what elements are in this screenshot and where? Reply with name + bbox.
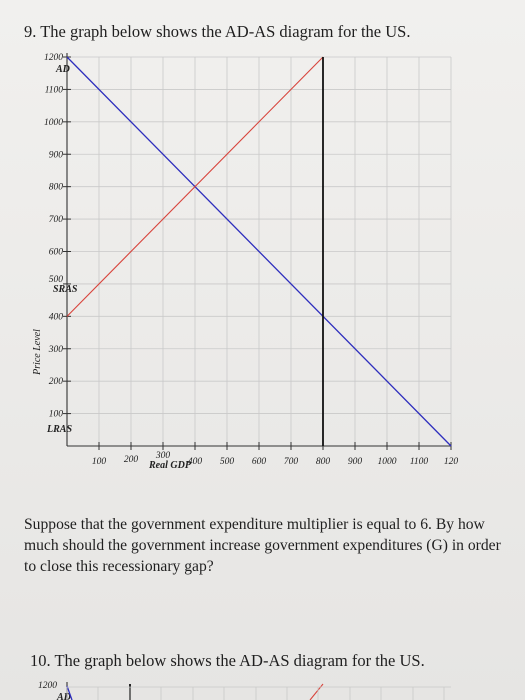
q10-sras-line [309, 683, 324, 700]
x-tick-label: 800 [316, 457, 331, 467]
x-tick-label: 400 [188, 457, 203, 467]
question-9-prompt: Suppose that the government expenditure … [24, 516, 501, 575]
y-tick-label: 1200 [44, 53, 63, 63]
x-tick-label: 120 [444, 457, 459, 467]
y-tick-label: 600 [49, 248, 64, 258]
q10-y-tick-label: 1200 [38, 681, 57, 691]
x-tick-label: 300 [155, 451, 171, 461]
y-tick-label: 100 [49, 410, 64, 420]
y-tick-label: 500 [49, 275, 64, 285]
question-10-title: 10. The graph below shows the AD-AS diag… [30, 651, 425, 670]
y-axis-title: Price Level [32, 329, 43, 376]
ad-curve-label: AD [55, 64, 70, 75]
q10-ad-curve-label: AD [56, 692, 71, 700]
series-sras-line [66, 56, 324, 317]
x-tick-label: 100 [92, 457, 107, 467]
question-9-title: 9. The graph below shows the AD-AS diagr… [24, 22, 411, 41]
y-tick-label: 700 [49, 215, 64, 225]
q10-ad-line [66, 685, 73, 700]
x-tick-label: 200 [124, 455, 139, 465]
y-tick-label: 800 [49, 183, 64, 193]
y-tick-label: 200 [49, 377, 64, 387]
x-axis-title: Real GDP [148, 460, 192, 471]
y-tick-label: 900 [49, 150, 64, 160]
x-tick-label: 1000 [378, 457, 397, 467]
series-ad-line [66, 56, 452, 447]
y-tick-label: 400 [49, 312, 64, 322]
x-tick-label: 600 [252, 457, 267, 467]
y-tick-label: 1100 [45, 85, 64, 95]
y-tick-label: 300 [48, 345, 64, 355]
y-tick-label: 1000 [44, 118, 63, 128]
x-tick-label: 900 [348, 457, 363, 467]
sras-curve-label: SRAS [53, 284, 78, 295]
x-tick-label: 1100 [410, 457, 429, 467]
lras-curve-label: LRAS [46, 424, 72, 435]
x-tick-label: 700 [284, 457, 299, 467]
x-tick-label: 500 [220, 457, 235, 467]
